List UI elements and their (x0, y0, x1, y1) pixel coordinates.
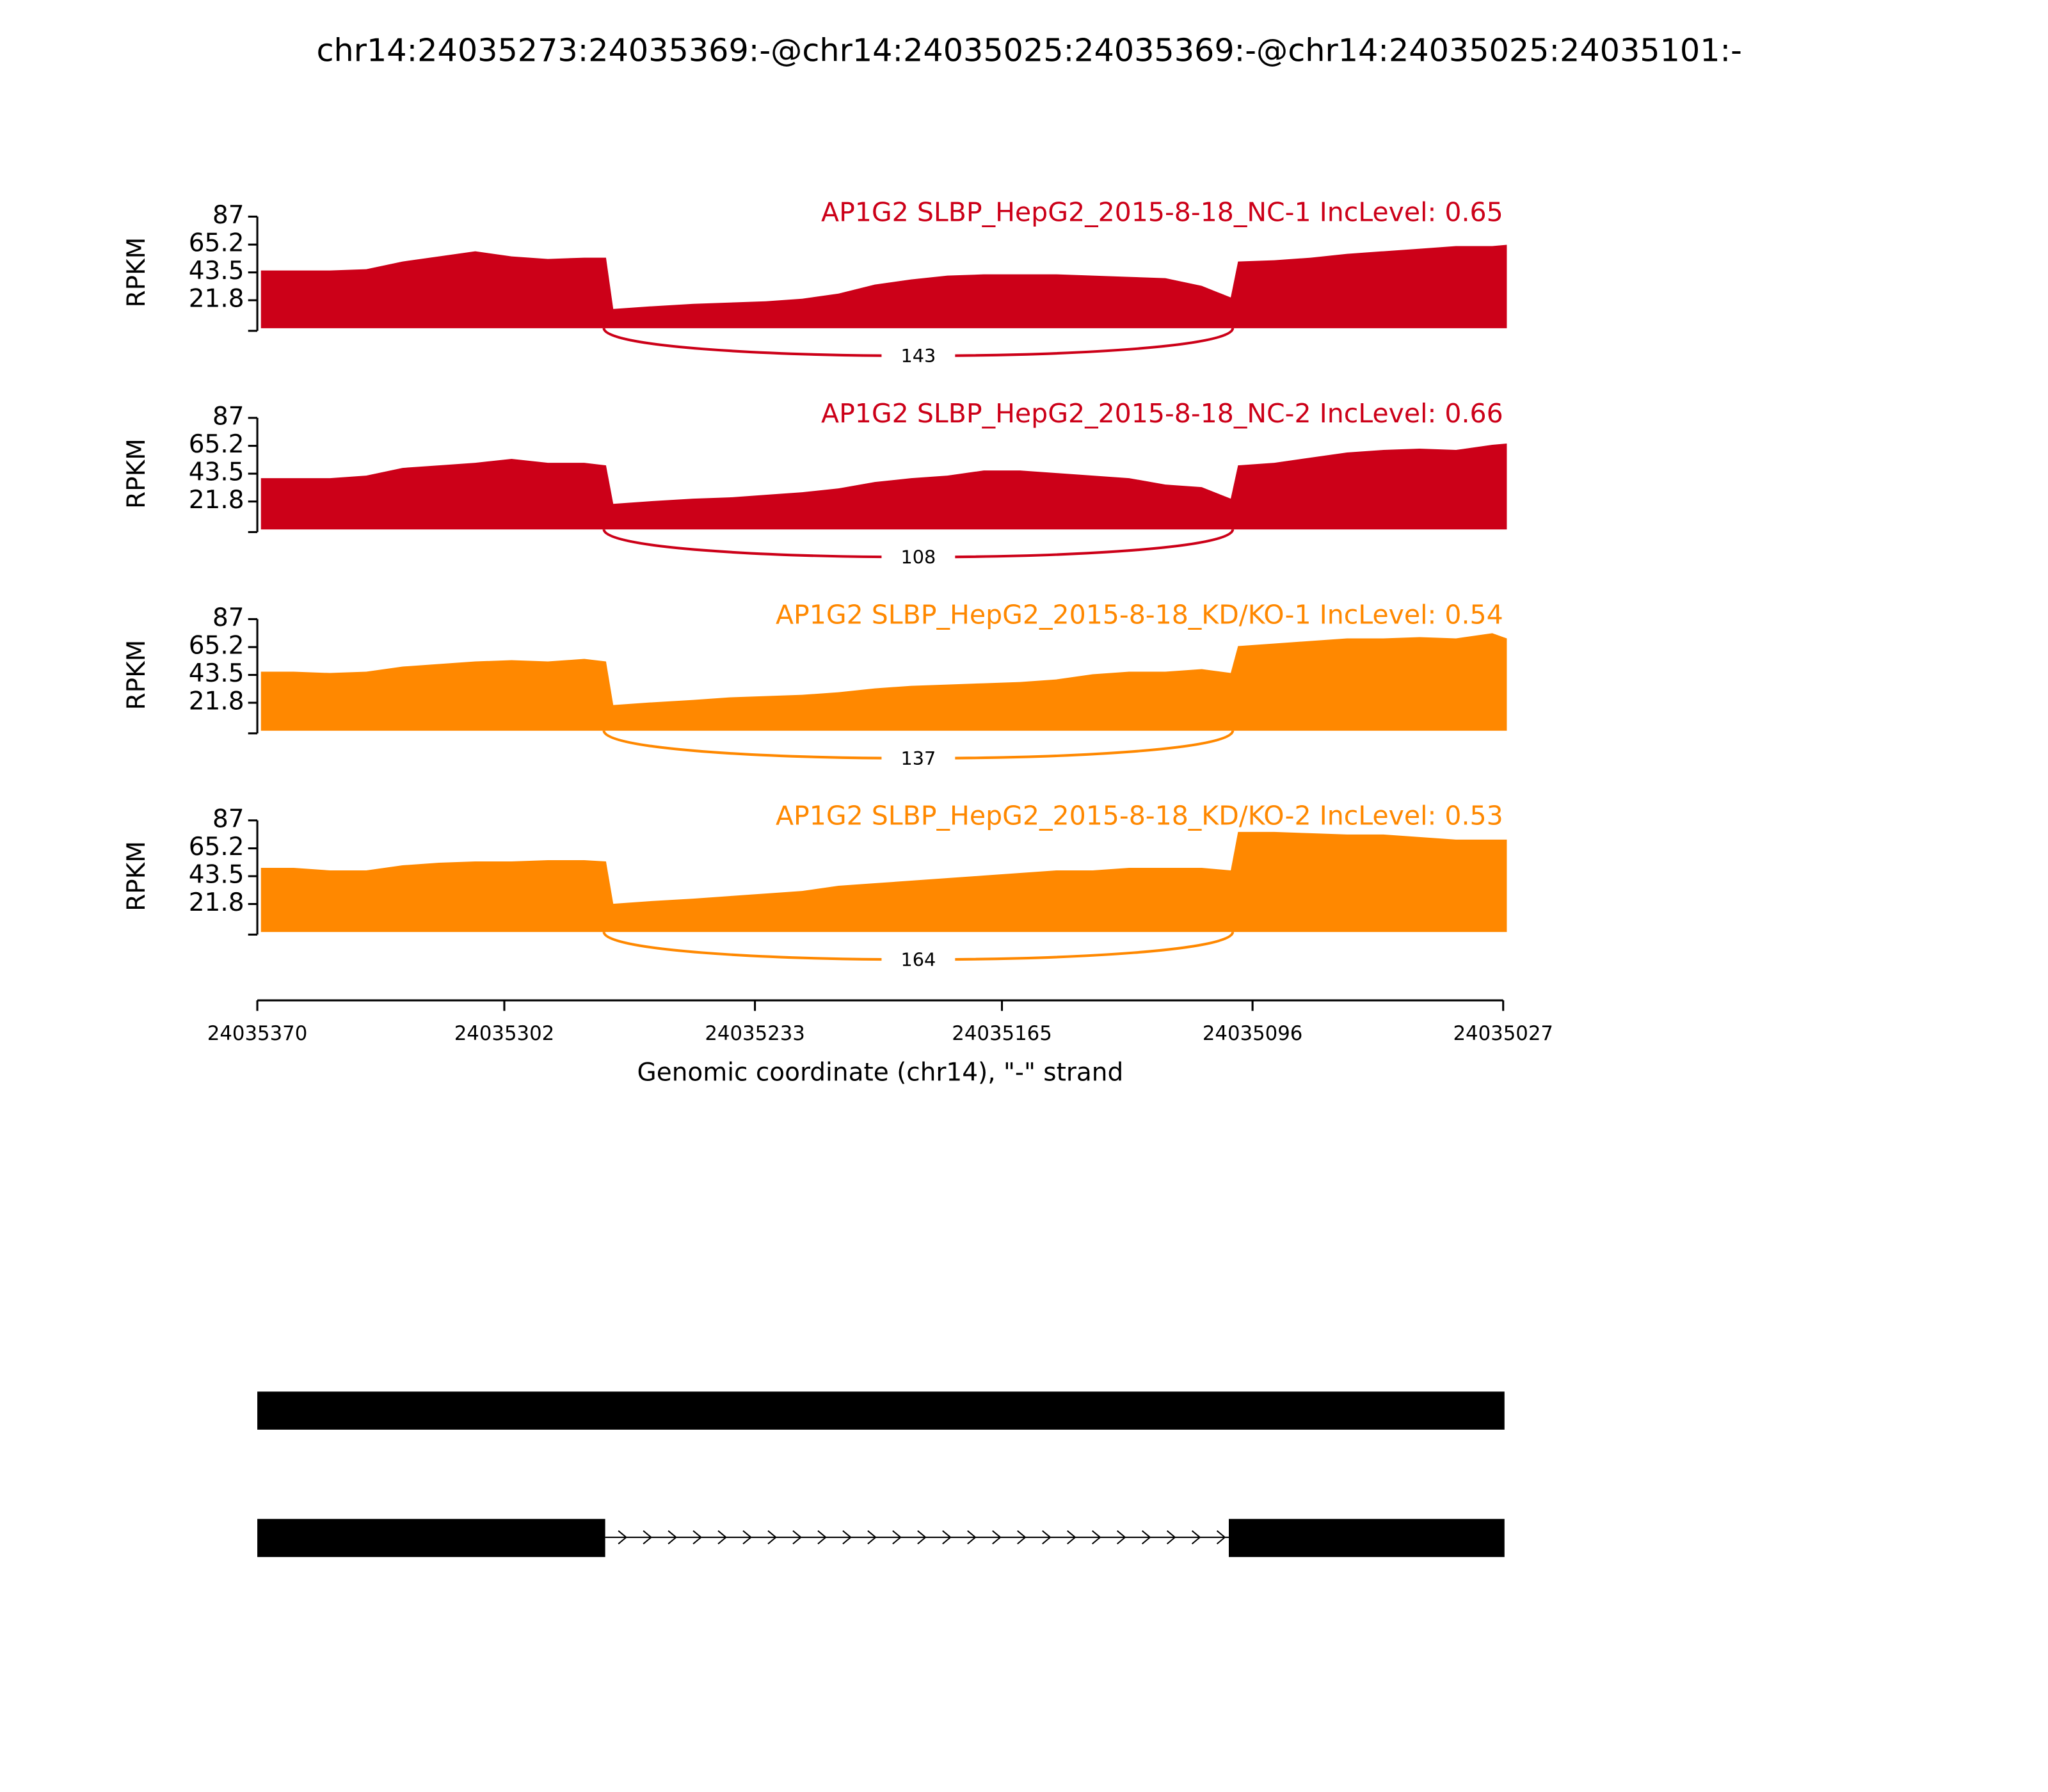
x-tick-label: 24035370 (207, 1022, 308, 1045)
chevron (1116, 1530, 1126, 1545)
y-tick-label: 21.8 (189, 285, 244, 314)
junction-label-bg (881, 545, 956, 569)
y-tick-label: 65.2 (189, 632, 244, 660)
chevron (1092, 1530, 1101, 1545)
panel-title: AP1G2 SLBP_HepG2_2015-8-18_NC-1 IncLevel… (821, 196, 1503, 227)
x-axis-label: Genomic coordinate (chr14), "-" strand (637, 1058, 1124, 1087)
chevron (618, 1530, 628, 1545)
y-tick-label: 65.2 (189, 833, 244, 861)
chevron (643, 1530, 653, 1545)
y-axis-label: RPKM (122, 640, 151, 710)
panel-title: AP1G2 SLBP_HepG2_2015-8-18_NC-2 IncLevel… (821, 398, 1503, 429)
exon (257, 1519, 605, 1557)
junction-label-bg (881, 947, 956, 972)
y-axis-label: RPKM (122, 438, 151, 509)
chevron (1042, 1530, 1052, 1545)
chevron (942, 1530, 952, 1545)
coverage-area (260, 244, 1507, 328)
y-tick-label: 21.8 (189, 687, 244, 716)
exon (1229, 1519, 1505, 1557)
y-tick-label: 21.8 (189, 888, 244, 917)
chevron (668, 1530, 678, 1545)
junction-label-bg (881, 344, 956, 368)
junction-label-bg (881, 746, 956, 771)
chevron (1216, 1530, 1226, 1545)
y-tick-label: 43.5 (189, 458, 244, 487)
y-tick-label: 87 (212, 201, 244, 230)
y-tick-label: 65.2 (189, 430, 244, 459)
y-tick-label: 65.2 (189, 229, 244, 258)
coverage-area (260, 633, 1507, 731)
chevron (1166, 1530, 1176, 1545)
chevron (817, 1530, 827, 1545)
y-tick-label: 43.5 (189, 257, 244, 285)
chevron (842, 1530, 852, 1545)
x-tick-label: 24035165 (952, 1022, 1052, 1045)
y-tick-label: 87 (212, 604, 244, 632)
junction-label: 108 (900, 546, 936, 568)
x-tick-label: 24035027 (1453, 1022, 1553, 1045)
y-axis-label: RPKM (122, 841, 151, 911)
chevron (1067, 1530, 1076, 1545)
chevron (917, 1530, 927, 1545)
chevron (1191, 1530, 1201, 1545)
chevron (1017, 1530, 1027, 1545)
junction-label: 137 (900, 748, 936, 769)
chevron (892, 1530, 902, 1545)
y-tick-label: 87 (212, 804, 244, 833)
chevron (742, 1530, 752, 1545)
chevron (692, 1530, 702, 1545)
chevron (1141, 1530, 1151, 1545)
x-tick-label: 24035096 (1203, 1022, 1303, 1045)
chevron (767, 1530, 777, 1545)
chevron (967, 1530, 977, 1545)
coverage-area (260, 444, 1507, 530)
chevron (717, 1530, 727, 1545)
chevron (867, 1530, 877, 1545)
y-tick-label: 43.5 (189, 659, 244, 688)
y-axis-label: RPKM (122, 237, 151, 308)
junction-label: 143 (900, 345, 936, 367)
junction-label: 164 (900, 948, 936, 970)
panel-title: AP1G2 SLBP_HepG2_2015-8-18_KD/KO-2 IncLe… (776, 801, 1503, 831)
chart-title: chr14:24035273:24035369:-@chr14:24035025… (316, 32, 1741, 69)
strand-arrows (618, 1530, 1226, 1545)
y-tick-label: 43.5 (189, 861, 244, 890)
x-tick-label: 24035233 (705, 1022, 805, 1045)
chevron (792, 1530, 802, 1545)
coverage-area (260, 831, 1507, 932)
exon (257, 1391, 1505, 1430)
y-tick-label: 21.8 (189, 486, 244, 515)
gene-model (257, 1391, 1505, 1557)
panel-title: AP1G2 SLBP_HepG2_2015-8-18_KD/KO-1 IncLe… (776, 599, 1503, 630)
x-tick-label: 24035302 (454, 1022, 555, 1045)
chevron (992, 1530, 1002, 1545)
y-tick-label: 87 (212, 402, 244, 431)
